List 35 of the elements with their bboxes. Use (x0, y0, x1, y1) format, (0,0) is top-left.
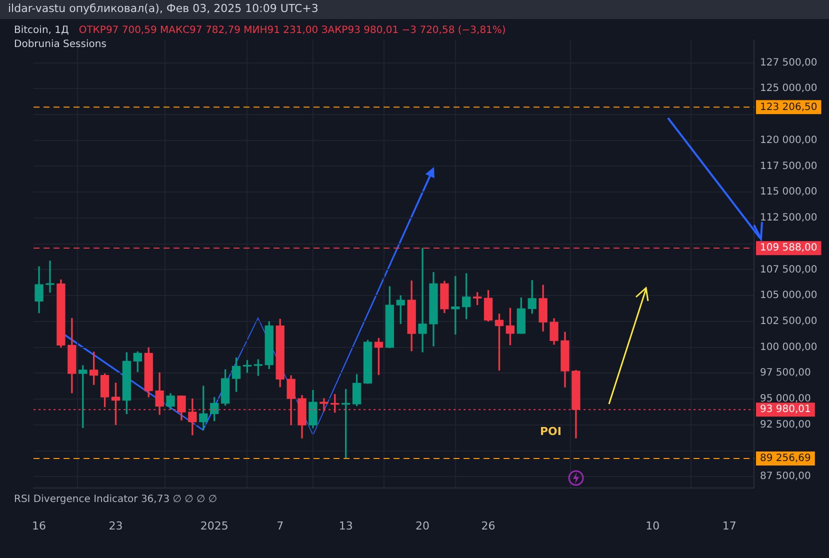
chart-title: Bitcoin, 1Д (14, 25, 69, 36)
chart-subtitle: ОТКР97 700,59 МАКС97 782,79 МИН91 231,00 ЗАКР93 980,01 −3 720,58 (−3,81%) (78, 25, 506, 36)
x-tick-label: 2025 (200, 519, 228, 532)
y-tick-label: 102 500,00 (760, 316, 818, 328)
text: ildar-vastu опубликовал(а), Фев 03, 2025 10:09 UTC+3 (8, 2, 318, 15)
ref-line-label: 93 980,01 (760, 404, 811, 416)
candlestick (418, 248, 427, 352)
x-tick-label: 17 (722, 519, 736, 532)
y-tick-label: 95 000,00 (760, 394, 811, 405)
y-tick-label: 105 000,00 (760, 290, 818, 302)
y-tick-label: 97 500,00 (760, 368, 811, 379)
candlestick (46, 260, 54, 293)
y-tick-label: 120 000,00 (760, 134, 818, 146)
y-tick-label: 92 500,00 (760, 419, 811, 430)
ref-line-label: 123 206,50 (760, 102, 818, 113)
annotation: Dobrunia Sessions (14, 39, 106, 50)
ref-line-label: 89 256,69 (760, 453, 811, 464)
text: RSI Divergence Indicator 36,73 ∅ ∅ ∅ ∅ (14, 494, 218, 505)
x-tick-label: 10 (646, 519, 660, 532)
x-tick-label: 23 (108, 519, 123, 532)
x-tick-label: 16 (32, 519, 46, 532)
y-tick-label: 107 500,00 (760, 264, 818, 276)
x-tick-label: 26 (481, 519, 496, 532)
y-tick-label: 87 500,00 (760, 471, 811, 482)
x-tick-label: 20 (416, 519, 430, 532)
y-tick-label: 100 000,00 (760, 342, 818, 353)
y-tick-label: 125 000,00 (760, 83, 818, 94)
x-tick-label: 13 (338, 519, 353, 532)
annotation: POI (540, 425, 562, 438)
y-tick-label: 127 500,00 (760, 57, 818, 68)
x-tick-label: 7 (276, 519, 284, 532)
y-tick-label: 117 500,00 (760, 160, 818, 172)
y-tick-label: 115 000,00 (760, 186, 818, 198)
ref-line-label: 109 588,00 (760, 242, 818, 254)
y-tick-label: 112 500,00 (760, 212, 818, 224)
